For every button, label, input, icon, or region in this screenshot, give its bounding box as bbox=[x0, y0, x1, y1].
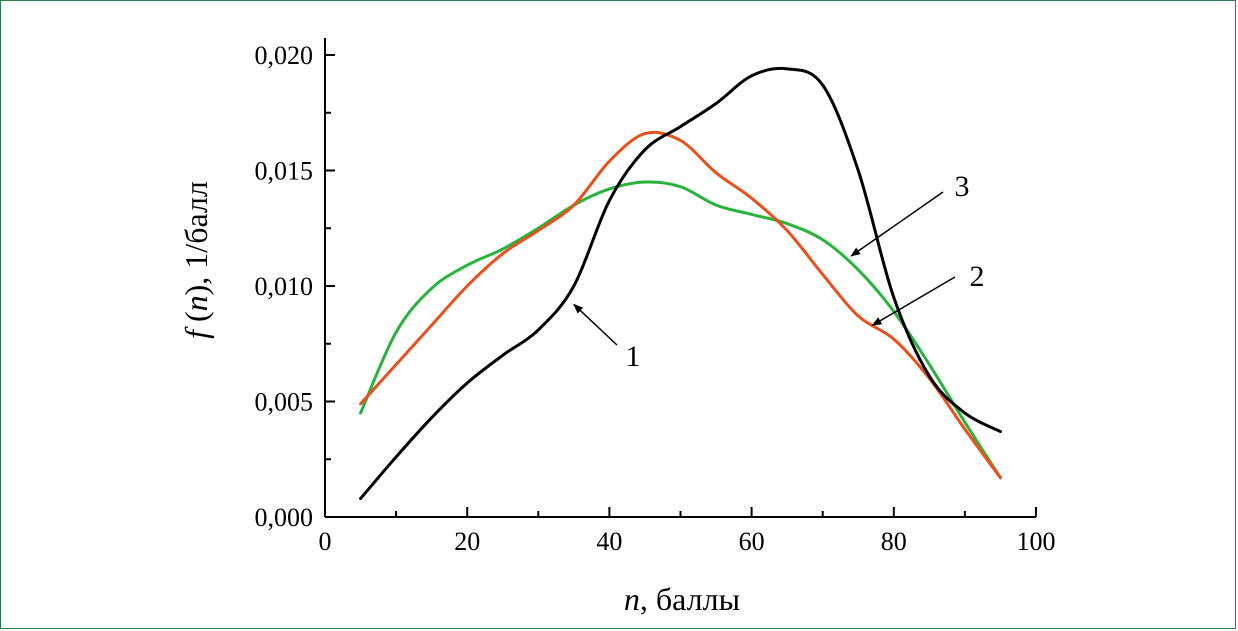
series-line-1 bbox=[359, 66, 1002, 501]
y-tick-label: 0,020 bbox=[255, 41, 314, 70]
y-tick-label: 0,015 bbox=[255, 157, 314, 186]
curve-label-2: 2 bbox=[970, 260, 985, 293]
series-layer bbox=[359, 66, 1002, 501]
annotation-layer: 1 2 3 bbox=[573, 170, 985, 373]
annotation-arrow-2 bbox=[871, 276, 956, 326]
series-line-2 bbox=[359, 130, 1002, 480]
curve-label-3: 3 bbox=[955, 170, 970, 203]
y-axis-title: f (n), 1/балл bbox=[178, 181, 214, 339]
y-tick-label: 0,010 bbox=[255, 272, 314, 301]
x-tick-label: 0 bbox=[319, 527, 332, 556]
axes-layer bbox=[324, 38, 1036, 518]
annotation-arrow-3 bbox=[850, 191, 944, 257]
series-line-3 bbox=[359, 180, 1002, 480]
y-tick-label: 0,005 bbox=[255, 388, 314, 417]
x-tick-label: 40 bbox=[596, 527, 622, 556]
x-tick-label: 100 bbox=[1017, 527, 1056, 556]
x-tick-label: 60 bbox=[739, 527, 765, 556]
x-tick-label: 20 bbox=[454, 527, 480, 556]
x-tick-label: 80 bbox=[881, 527, 907, 556]
y-tick-label: 0,000 bbox=[255, 503, 314, 532]
ticks-layer: 0 20 40 60 80 100 0,000 0,005 0,010 0,015 0,020 bbox=[255, 41, 1056, 556]
x-axis-title: n, баллы bbox=[624, 581, 740, 617]
curve-label-1: 1 bbox=[626, 340, 641, 373]
annotation-arrow-1 bbox=[573, 303, 618, 346]
